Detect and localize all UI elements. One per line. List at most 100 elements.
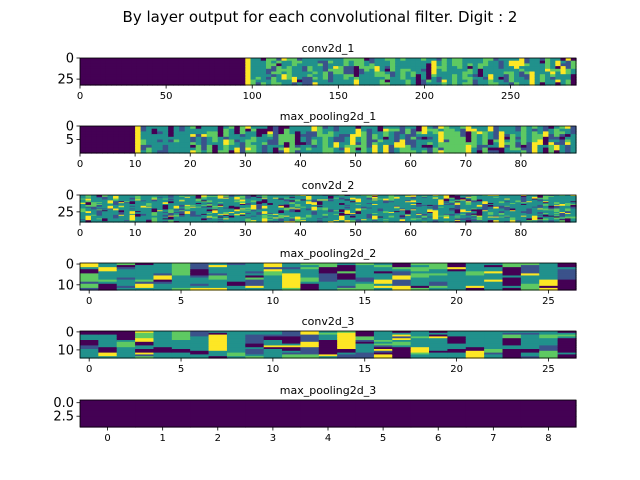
heatmap-cell	[482, 144, 489, 149]
heatmap-cell	[410, 265, 430, 268]
heatmap-cell	[350, 208, 357, 210]
heatmap-cell	[146, 202, 153, 204]
heatmap-cell	[217, 200, 224, 202]
heatmap-cell	[312, 71, 319, 75]
heatmap-cell	[359, 66, 365, 70]
heatmap-cell	[228, 204, 235, 207]
heatmap-cell	[184, 142, 191, 146]
heatmap-cell	[124, 198, 131, 201]
heatmap-cell	[190, 208, 197, 210]
x-tick-label: 5	[178, 296, 184, 307]
x-tick-label: 30	[239, 159, 252, 170]
heatmap-cell	[465, 220, 472, 222]
heatmap-cell	[405, 128, 412, 132]
heatmap-cell	[564, 126, 572, 130]
heatmap-cell	[526, 195, 533, 197]
heatmap-cell	[300, 211, 307, 213]
heatmap-cell	[392, 265, 412, 268]
heatmap-cell	[311, 214, 318, 217]
heatmap-cell	[91, 215, 98, 218]
heatmap-cell	[537, 217, 544, 219]
heatmap-cell	[184, 218, 191, 220]
heatmap-cell	[105, 66, 112, 70]
heatmap-cell	[195, 217, 202, 219]
heatmap-cell	[383, 150, 390, 154]
heatmap-cell	[388, 147, 395, 151]
heatmap-cell	[245, 216, 252, 219]
heatmap-cell	[416, 139, 423, 143]
heatmap-cell	[190, 204, 197, 206]
heatmap-cell	[493, 212, 500, 214]
heatmap-cell	[272, 217, 279, 219]
heatmap-cell	[162, 204, 169, 207]
heatmap-cell	[537, 202, 544, 204]
heatmap-cell	[195, 218, 202, 220]
x-tick-label: 10	[129, 159, 142, 170]
heatmap-cell	[394, 198, 401, 201]
heatmap-cell	[190, 279, 210, 283]
heatmap-cell	[537, 203, 544, 205]
heatmap-cell	[135, 218, 142, 220]
heatmap-cell	[539, 271, 559, 274]
heatmap-cell	[168, 206, 175, 209]
heatmap-cell	[438, 147, 445, 151]
heatmap-cell	[201, 204, 208, 207]
heatmap-cell	[80, 79, 86, 83]
heatmap-cell	[289, 150, 296, 154]
heatmap-cell	[388, 220, 395, 222]
heatmap-cell	[557, 279, 577, 283]
heatmap-cell	[545, 63, 551, 67]
heatmap-cell	[373, 279, 393, 283]
heatmap-cell	[339, 197, 346, 200]
heatmap-cell	[372, 217, 379, 219]
heatmap-cell	[465, 136, 472, 141]
heatmap-cell	[553, 134, 561, 138]
heatmap-cell	[471, 206, 478, 209]
heatmap-cell	[102, 213, 109, 216]
heatmap-cell	[364, 76, 370, 81]
heatmap-cell	[369, 66, 376, 70]
heatmap-cell	[239, 136, 246, 141]
heatmap-cell	[534, 66, 541, 70]
heatmap-cell	[168, 214, 175, 217]
heatmap-cell	[377, 205, 384, 208]
heatmap-cell	[465, 215, 472, 218]
heatmap-cell	[316, 209, 324, 211]
heatmap-cell	[118, 197, 125, 200]
heatmap-cell	[278, 219, 285, 221]
heatmap-cell	[217, 220, 224, 222]
heatmap-cell	[316, 197, 324, 200]
heatmap-cell	[509, 209, 516, 211]
heatmap-cell	[377, 202, 384, 204]
heatmap-cell	[282, 265, 302, 268]
heatmap-cell	[526, 210, 533, 212]
heatmap-cell	[267, 198, 274, 201]
heatmap-cell	[311, 139, 318, 143]
heatmap-cell	[548, 139, 555, 143]
heatmap-cell	[307, 63, 314, 67]
heatmap-cell	[206, 199, 213, 201]
heatmap-cell	[102, 210, 109, 212]
heatmap-cell	[263, 287, 283, 291]
heatmap-cell	[390, 82, 396, 86]
heatmap-cell	[206, 202, 213, 204]
heatmap-cell	[135, 275, 155, 279]
heatmap-cell	[206, 219, 213, 221]
heatmap-cell	[228, 198, 235, 201]
heatmap-cell	[520, 217, 527, 219]
heatmap-cell	[183, 58, 190, 62]
heatmap-cell	[250, 203, 257, 205]
heatmap-cell	[85, 204, 92, 207]
heatmap-cell	[509, 211, 516, 213]
heatmap-cell	[553, 196, 561, 199]
heatmap-cell	[151, 219, 158, 221]
heatmap-cell	[212, 131, 219, 135]
heatmap-cell	[240, 66, 246, 70]
heatmap-cell	[483, 66, 489, 70]
heatmap-cell	[328, 213, 335, 216]
heatmap-cell	[239, 201, 246, 203]
heatmap-cell	[228, 196, 235, 199]
heatmap-cell	[217, 128, 224, 132]
heatmap-cell	[515, 219, 522, 221]
heatmap-cell	[415, 58, 422, 62]
